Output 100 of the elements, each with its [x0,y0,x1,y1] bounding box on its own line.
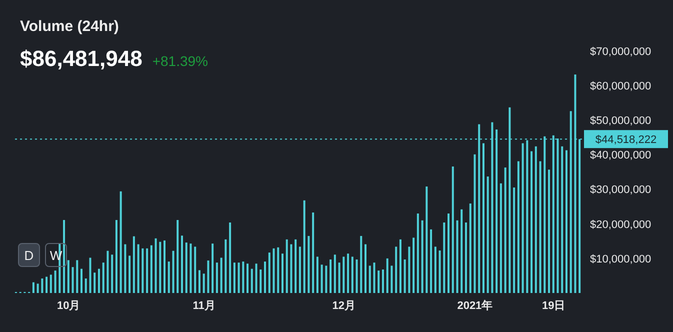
bar [224,239,227,293]
bar [63,220,66,293]
bar [469,203,472,293]
bar [448,213,450,293]
bar [390,266,393,293]
bar [399,239,402,293]
bar [368,266,371,293]
bar [54,270,56,293]
bar [168,262,170,293]
bar [460,209,463,293]
bar [159,242,162,293]
bar [115,220,118,293]
bar [238,262,240,293]
bar [250,268,253,293]
bar [46,276,48,293]
bar [89,258,92,293]
toggle-button: D [18,243,40,267]
bar [124,244,126,293]
bar [50,274,52,293]
bar [212,244,214,293]
bar [500,183,502,293]
bar [137,244,140,293]
bar [382,269,384,293]
bar [190,244,192,293]
bar [36,284,39,293]
bar [142,248,144,293]
bar [330,259,332,293]
bar [426,186,428,293]
bar [561,146,564,293]
bar [198,270,200,293]
y-tick-label: $60,000,000 [590,80,652,92]
bar [325,266,328,293]
y-tick-label: $30,000,000 [590,184,652,196]
chart-subtitle: $86,481,948 [20,46,142,72]
bar [128,256,131,293]
bar [294,239,297,293]
y-tick-label: $10,000,000 [590,253,652,266]
x-tick-label: 10月 [56,300,80,312]
bar [308,236,310,293]
bar [202,274,205,293]
bar [356,259,358,293]
bar [504,168,506,293]
bar [185,242,188,293]
bar [320,264,323,293]
bar [482,143,484,293]
bar [164,240,166,293]
bar [220,258,222,293]
bar [180,236,183,293]
bar [452,166,454,293]
bar [260,269,262,293]
bar [150,245,152,293]
bar [41,278,44,293]
bar [242,262,244,293]
bar [290,244,292,293]
bar [303,200,306,293]
bar [98,268,100,293]
bar [76,260,78,293]
x-tick-label: 12月 [332,300,356,312]
bar [312,212,314,293]
bar [395,246,398,293]
x-tick-label: 11月 [192,300,216,312]
bar [176,220,179,293]
bar [120,191,122,293]
bar [264,262,266,293]
bar [486,176,489,293]
bar [408,246,410,293]
bar [281,254,284,293]
y-tick-label: $40,000,000 [590,150,652,162]
bar [229,222,232,293]
bar [443,222,446,293]
bar [172,250,174,293]
bar [84,278,87,293]
bar [464,222,467,293]
bar [373,262,376,293]
bar [277,247,280,293]
bar [404,259,406,293]
bar [342,256,345,293]
bar [338,262,340,293]
bar [522,143,524,293]
bar [316,256,318,293]
bar [378,270,380,293]
bar [268,252,270,293]
bar [298,246,301,293]
bar [456,220,458,293]
x-tick-label: 19日 [542,300,566,312]
bar [438,250,441,293]
bar [67,260,70,293]
bar [548,170,550,293]
y-tick-label: $70,000,000 [590,46,652,58]
bar [565,150,568,293]
bar [72,267,74,293]
bar [539,161,542,293]
bar [530,151,533,293]
bar [364,244,366,293]
bar [334,254,336,293]
x-tick-label: 2021年 [457,298,493,312]
bar [286,239,288,293]
ref-line-label: $44,518,222 [595,134,657,146]
bar [347,254,350,293]
bar [132,236,135,293]
